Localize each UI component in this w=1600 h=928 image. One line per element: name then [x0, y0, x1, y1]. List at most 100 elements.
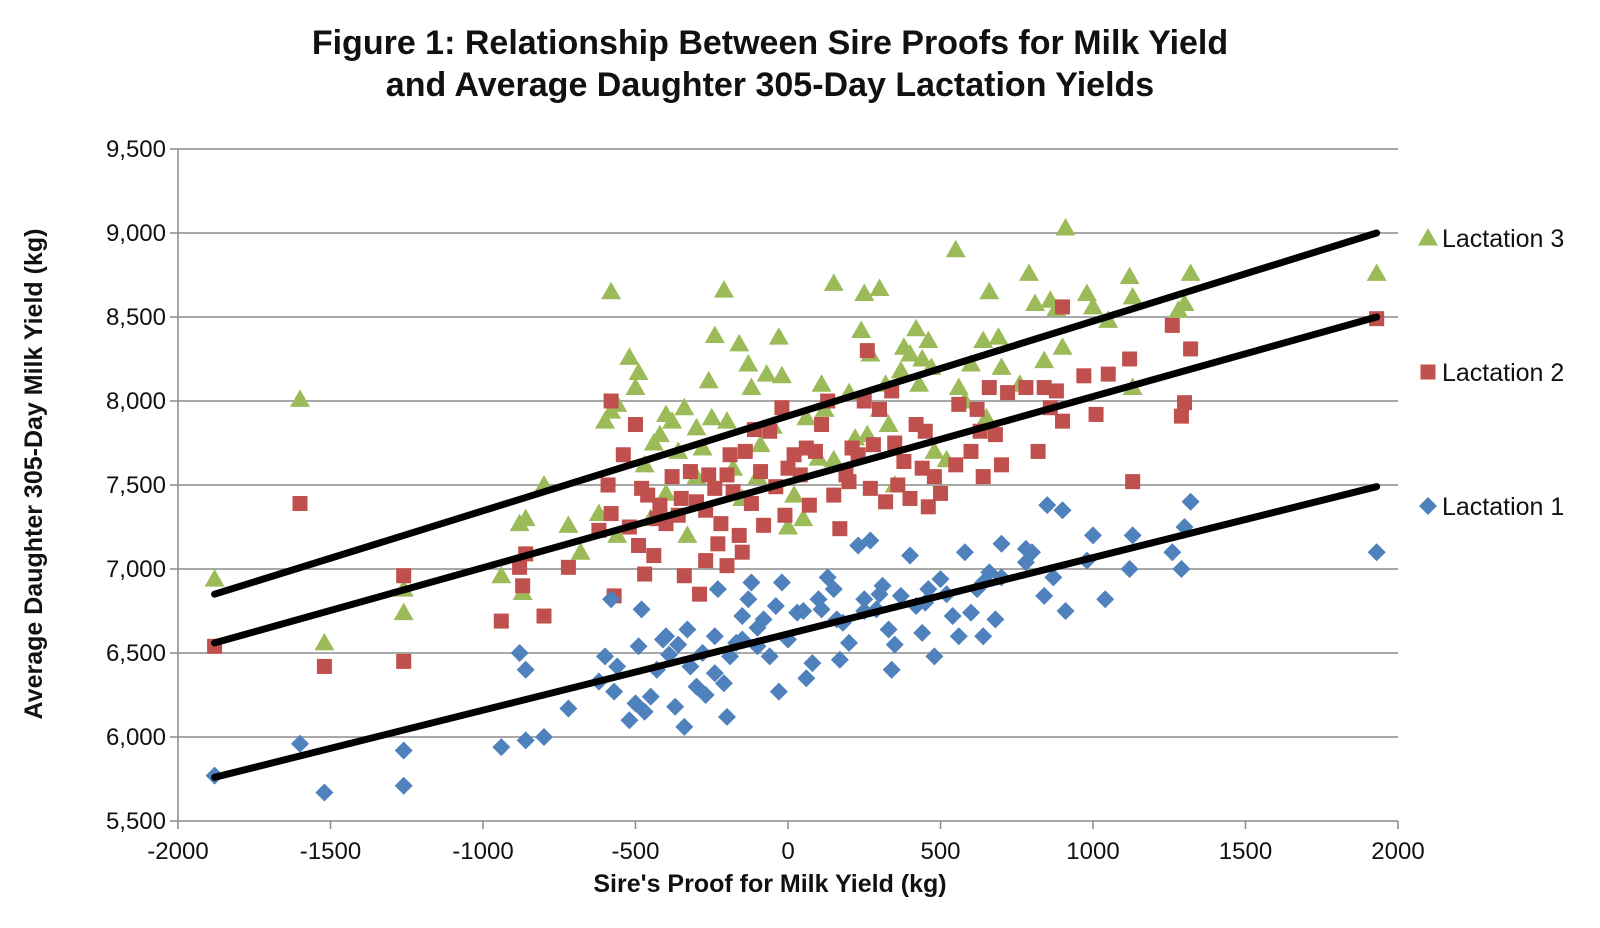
x-tick-label-3: -500: [611, 838, 659, 865]
x-tick-label-1: -1500: [300, 838, 361, 865]
data-point: [1163, 543, 1182, 562]
data-point: [902, 490, 918, 506]
data-point: [607, 525, 628, 543]
data-point: [786, 447, 802, 463]
data-point: [870, 585, 889, 604]
legend-marker-diamond: [1419, 497, 1437, 515]
data-point: [628, 417, 643, 433]
data-point: [677, 525, 698, 543]
data-point: [1367, 543, 1386, 562]
data-point: [516, 731, 535, 750]
data-point: [733, 607, 752, 626]
data-point: [1000, 385, 1016, 401]
x-tick-label-8: 2000: [1371, 838, 1424, 865]
data-point: [760, 647, 779, 666]
data-point: [798, 440, 814, 456]
data-point: [914, 460, 930, 476]
data-point: [1122, 286, 1143, 305]
data-point: [1125, 474, 1141, 490]
x-tick-label-7: 1500: [1219, 838, 1272, 865]
data-point: [890, 360, 911, 379]
data-point: [861, 531, 880, 550]
data-point: [912, 349, 933, 367]
x-tick-label-4: 0: [781, 838, 794, 865]
data-point: [1174, 293, 1195, 312]
data-point: [826, 487, 842, 503]
data-point: [918, 330, 939, 349]
data-point: [924, 441, 945, 459]
data-point: [652, 497, 668, 513]
data-point: [1053, 501, 1072, 520]
data-point: [841, 474, 857, 490]
data-point: [686, 417, 707, 436]
data-point: [676, 568, 692, 584]
data-point: [1052, 337, 1073, 355]
data-point: [768, 327, 789, 345]
y-tick-label-6: 8,500: [106, 304, 166, 331]
data-point: [879, 620, 898, 639]
data-point: [769, 682, 788, 701]
data-point: [675, 717, 694, 736]
data-point: [491, 565, 512, 584]
data-point: [1076, 368, 1092, 384]
trend-line-lactation-3: [211, 229, 1381, 598]
data-point: [962, 603, 980, 622]
data-point: [1100, 366, 1116, 382]
data-point: [698, 553, 714, 569]
data-point: [812, 600, 831, 619]
data-point: [640, 487, 656, 503]
legend-marker-square: [1420, 364, 1436, 380]
data-point: [626, 694, 645, 713]
legend-item-lactation-3: Lactation 3: [1418, 225, 1564, 253]
data-point: [926, 469, 942, 485]
y-tick-label-2: 6,500: [106, 640, 166, 667]
data-point: [896, 453, 912, 469]
x-axis-title: Sire's Proof for Milk Yield (kg): [593, 870, 946, 898]
data-point: [1038, 496, 1057, 515]
data-point: [692, 438, 713, 456]
legend-label: Lactation 1: [1442, 493, 1564, 521]
data-point: [396, 653, 412, 669]
y-axis-title: Average Daughter 305-Day Milk Yield (kg): [20, 229, 48, 720]
x-axis-ticks: -2000 -1500 -1000 -500 0 500 1000 1500 2000: [147, 821, 1425, 865]
legend-marker-triangle: [1418, 228, 1438, 246]
data-point: [396, 568, 412, 584]
data-point: [603, 506, 619, 522]
data-point: [969, 401, 985, 417]
legend-label: Lactation 3: [1442, 225, 1564, 253]
data-point: [570, 542, 591, 560]
data-point: [631, 537, 647, 553]
data-point: [1173, 408, 1189, 424]
data-point: [743, 495, 759, 511]
data-point: [830, 650, 849, 669]
data-point: [823, 273, 844, 291]
x-tick-label-2: -1000: [452, 838, 513, 865]
data-point: [824, 580, 843, 599]
data-point: [739, 590, 758, 609]
trend-lines: [211, 229, 1381, 781]
data-point: [708, 580, 727, 599]
legend: Lactation 3 Lactation 2 Lactation 1: [1418, 225, 1564, 521]
data-point: [394, 776, 413, 795]
data-point: [1366, 263, 1387, 281]
data-point: [674, 397, 695, 416]
data-point: [1048, 383, 1064, 399]
data-point: [1035, 586, 1054, 605]
data-point: [963, 443, 979, 459]
data-point: [701, 407, 722, 426]
data-point: [641, 687, 660, 706]
data-point: [913, 623, 932, 642]
trend-line-lactation-2: [211, 313, 1381, 647]
data-point: [649, 424, 670, 443]
data-point: [974, 627, 993, 646]
data-point: [1055, 413, 1070, 429]
data-point: [662, 411, 683, 429]
data-point: [919, 580, 938, 599]
data-point: [605, 682, 624, 701]
data-point: [1025, 293, 1046, 312]
data-point: [1164, 317, 1180, 333]
data-point: [603, 393, 619, 409]
data-point: [771, 365, 792, 384]
y-tick-label-4: 7,500: [106, 472, 166, 499]
